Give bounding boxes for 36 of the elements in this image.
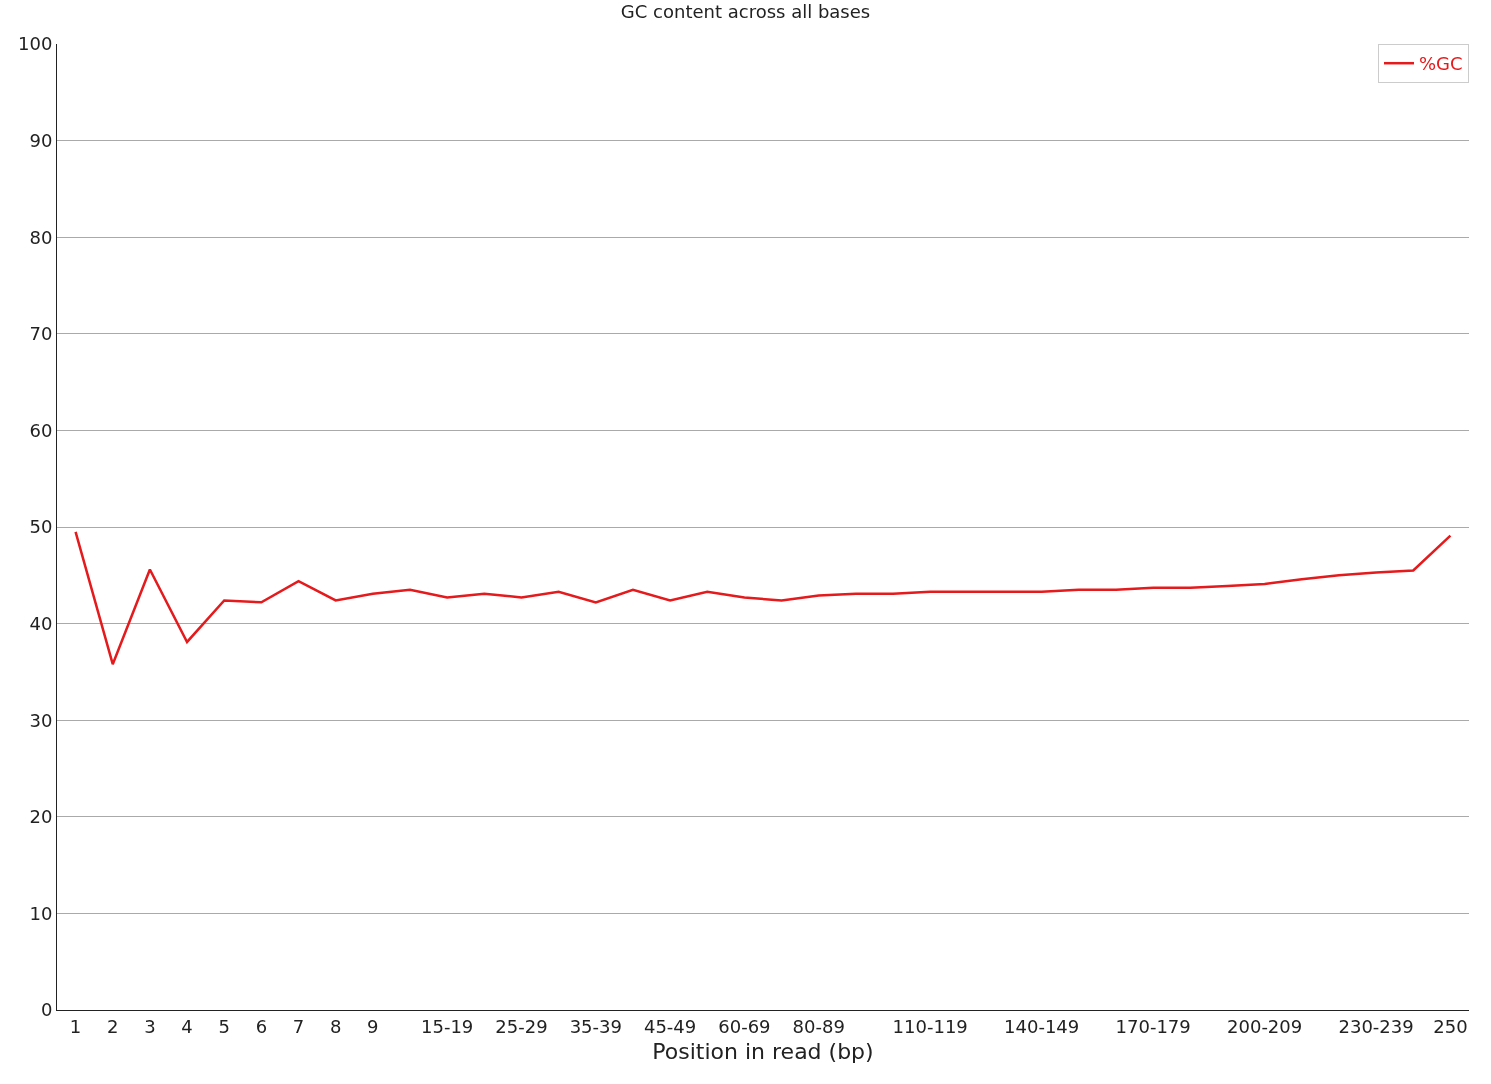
x-tick-label: 7: [292, 1015, 305, 1037]
x-tick-label: 35-39: [569, 1015, 622, 1037]
y-tick-label: 10: [29, 902, 53, 924]
y-tick-label: 50: [29, 516, 53, 538]
y-tick-label: 30: [29, 709, 53, 731]
y-tick-label: 100: [18, 33, 53, 55]
x-tick-label: 110-119: [892, 1015, 968, 1037]
x-tick-label: 2: [107, 1015, 119, 1037]
legend-label: %GC: [1419, 53, 1463, 75]
x-tick-label: 250: [1433, 1015, 1468, 1037]
y-tick-label: 0: [40, 999, 53, 1021]
y-tick-label: 60: [29, 419, 53, 441]
x-tick-label: 200-209: [1227, 1015, 1303, 1037]
y-tick-label: 20: [29, 806, 53, 828]
y-tick-label: 90: [29, 129, 53, 151]
x-tick-label: 140-149: [1004, 1015, 1080, 1037]
x-tick-label: 1: [69, 1015, 82, 1037]
x-axis-title: Position in read (bp): [652, 1039, 874, 1065]
x-tick-label: 45-49: [643, 1015, 697, 1037]
x-tick-label: 5: [218, 1015, 230, 1037]
x-tick-label: 8: [329, 1015, 342, 1037]
x-tick-label: 80-89: [792, 1015, 845, 1037]
x-tick-label: 15-19: [421, 1015, 474, 1037]
x-tick-label: 25-29: [495, 1015, 548, 1037]
line-series: [74, 530, 1452, 666]
x-tick-label: 230-239: [1338, 1015, 1414, 1037]
x-tick-label: 6: [255, 1015, 268, 1037]
chart-title: GC content across all bases: [620, 1, 871, 23]
y-tick-label: 70: [29, 323, 53, 345]
x-tick-label: 60-69: [718, 1015, 771, 1037]
x-tick-label: 3: [144, 1015, 156, 1037]
x-tick-label: 9: [367, 1015, 379, 1037]
y-tick-label: 80: [29, 226, 53, 248]
x-tick-label: 4: [181, 1015, 193, 1037]
x-tick-label: 170-179: [1115, 1015, 1191, 1037]
y-tick-label: 40: [29, 612, 53, 634]
